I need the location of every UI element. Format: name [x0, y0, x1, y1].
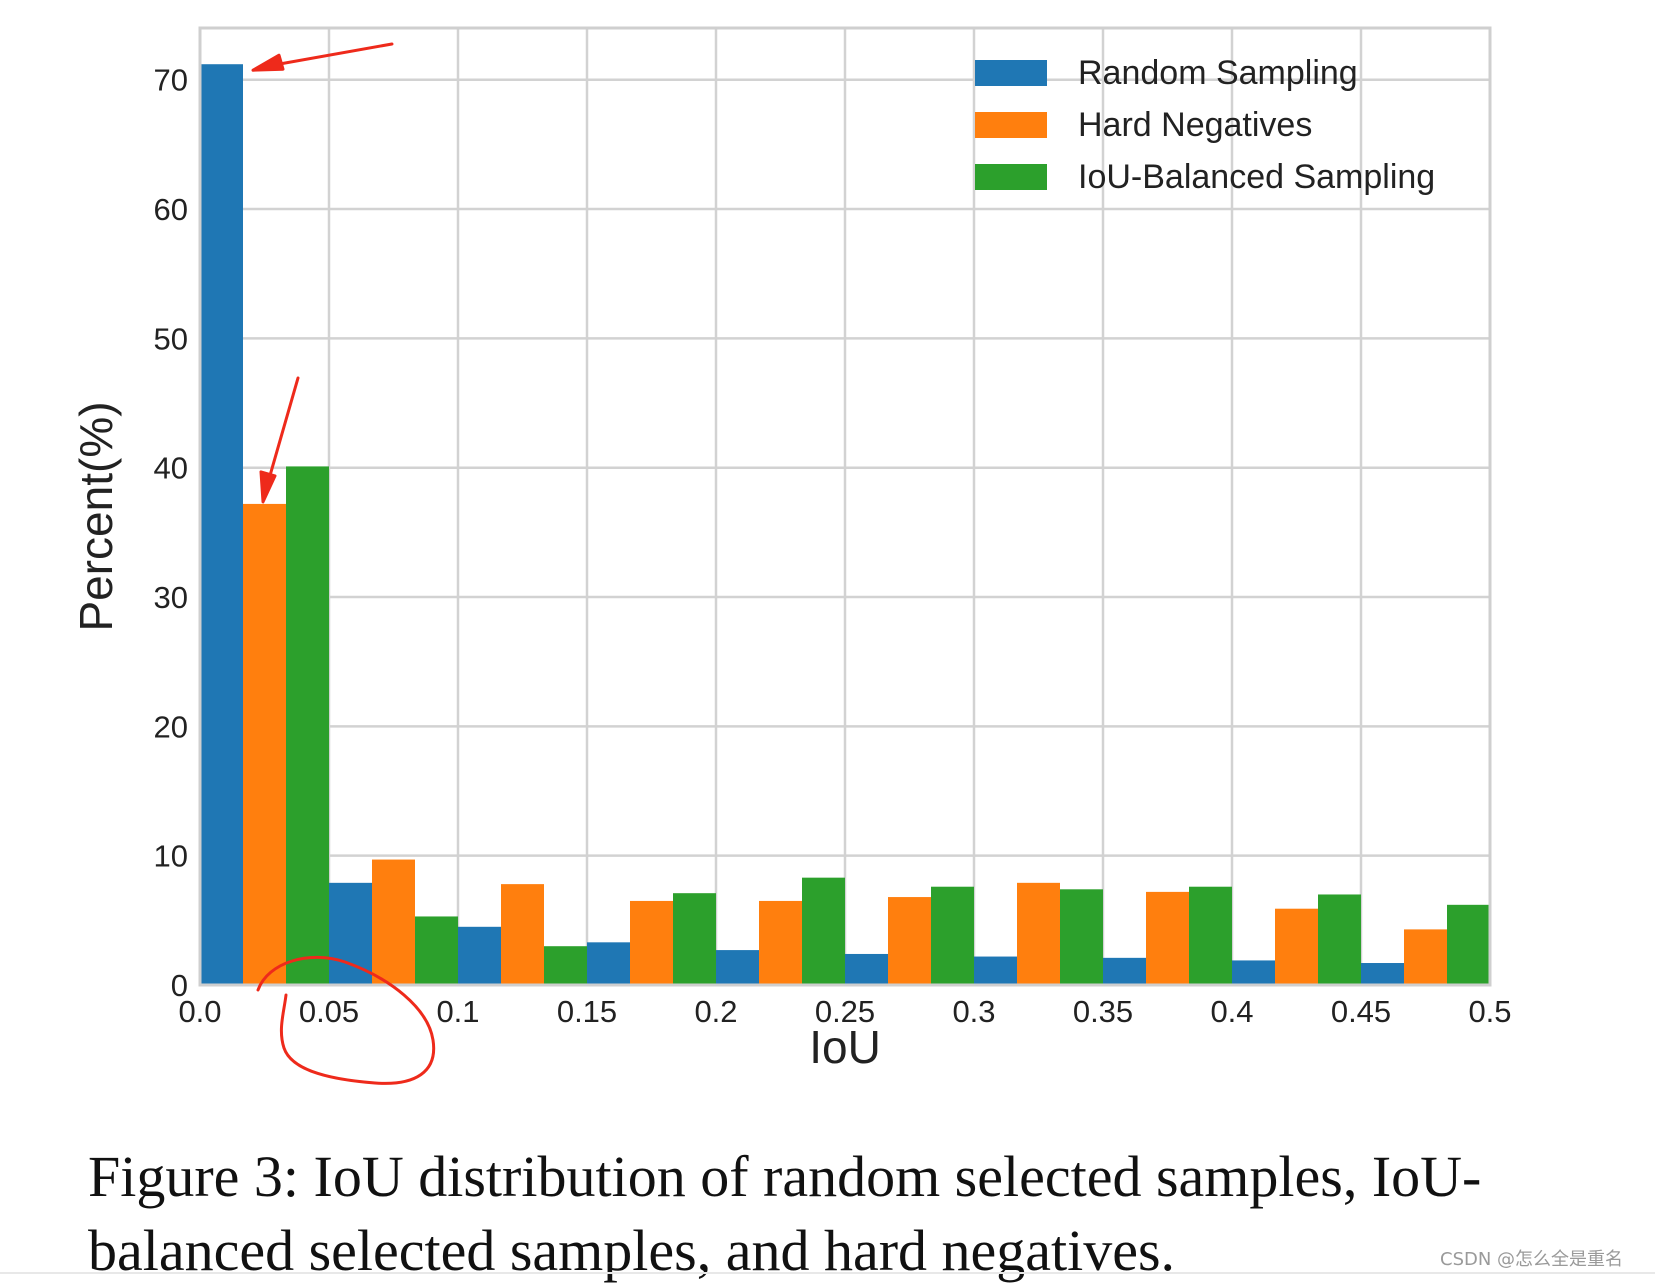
x-tick-label: 0.25 [815, 994, 875, 1029]
bar [544, 946, 587, 985]
watermark: CSDN @怎么全是重名 [1440, 1249, 1624, 1270]
bar [415, 916, 458, 985]
bar [1146, 891, 1189, 985]
bar [1232, 960, 1275, 985]
bar [243, 503, 286, 985]
y-tick-label: 30 [154, 580, 188, 615]
plot-frame [198, 26, 1492, 987]
legend-swatch [975, 164, 1047, 190]
bar [716, 950, 759, 985]
annotations [251, 42, 436, 1085]
x-tick-label: 0.05 [299, 994, 359, 1029]
bar [759, 900, 802, 985]
bar [974, 956, 1017, 985]
bar [1103, 957, 1146, 985]
y-tick-label: 60 [154, 192, 188, 227]
bar [802, 877, 845, 985]
x-axis-label: IoU [809, 1021, 881, 1073]
bar [1404, 929, 1447, 985]
legend-swatch [975, 112, 1047, 138]
bar [1361, 963, 1404, 985]
arrow-line [265, 42, 394, 68]
bar [1275, 908, 1318, 985]
legend-label: Random Sampling [1078, 54, 1358, 92]
x-tick-label: 0.35 [1073, 994, 1133, 1029]
bar [372, 859, 415, 985]
y-tick-label: 10 [154, 839, 188, 874]
bar [888, 897, 931, 985]
x-tick-label: 0.15 [557, 994, 617, 1029]
bar [1189, 886, 1232, 985]
y-tick-label: 20 [154, 709, 188, 744]
bar [1017, 882, 1060, 985]
bar [1060, 889, 1103, 985]
bar [329, 882, 372, 985]
legend-label: IoU-Balanced Sampling [1078, 158, 1435, 196]
bar [673, 893, 716, 985]
bar [931, 886, 974, 985]
bar [1447, 904, 1490, 985]
bar [587, 942, 630, 985]
figure-caption: Figure 3: IoU distribution of random sel… [88, 1144, 1482, 1283]
bar [458, 926, 501, 985]
x-tick-label: 0.0 [178, 994, 221, 1029]
x-tick-label: 0.5 [1468, 994, 1511, 1029]
bar [1318, 894, 1361, 985]
x-tick-label: 0.1 [436, 994, 479, 1029]
bar [286, 466, 329, 986]
legend-label: Hard Negatives [1078, 106, 1312, 144]
y-tick-label: 0 [171, 968, 188, 1003]
arrow-line [265, 376, 300, 488]
x-tick-label: 0.3 [952, 994, 995, 1029]
x-tick-label: 0.4 [1210, 994, 1253, 1029]
y-axis-label: Percent(%) [70, 401, 122, 631]
legend-swatch [975, 60, 1047, 86]
y-tick-labels: 0 10 20 30 40 50 60 70 [154, 63, 188, 1003]
x-tick-labels: 0.0 0.05 0.1 0.15 0.2 0.25 0.3 0.35 0.4 0.45 0.5 [178, 994, 1511, 1029]
bars [200, 64, 1490, 986]
x-tick-label: 0.45 [1331, 994, 1391, 1029]
bar [630, 900, 673, 985]
arrow-head [251, 53, 285, 72]
bar [845, 953, 888, 985]
y-tick-label: 50 [154, 321, 188, 356]
legend: Random Sampling Hard Negatives IoU-Balance… [975, 54, 1435, 196]
bar [200, 64, 243, 985]
x-tick-label: 0.2 [694, 994, 737, 1029]
arrow-head [259, 470, 277, 504]
y-tick-label: 40 [154, 451, 188, 486]
bar [501, 884, 544, 985]
annotation-circle [256, 955, 436, 1085]
bottom-divider [0, 1272, 1655, 1274]
y-tick-label: 70 [154, 63, 188, 98]
